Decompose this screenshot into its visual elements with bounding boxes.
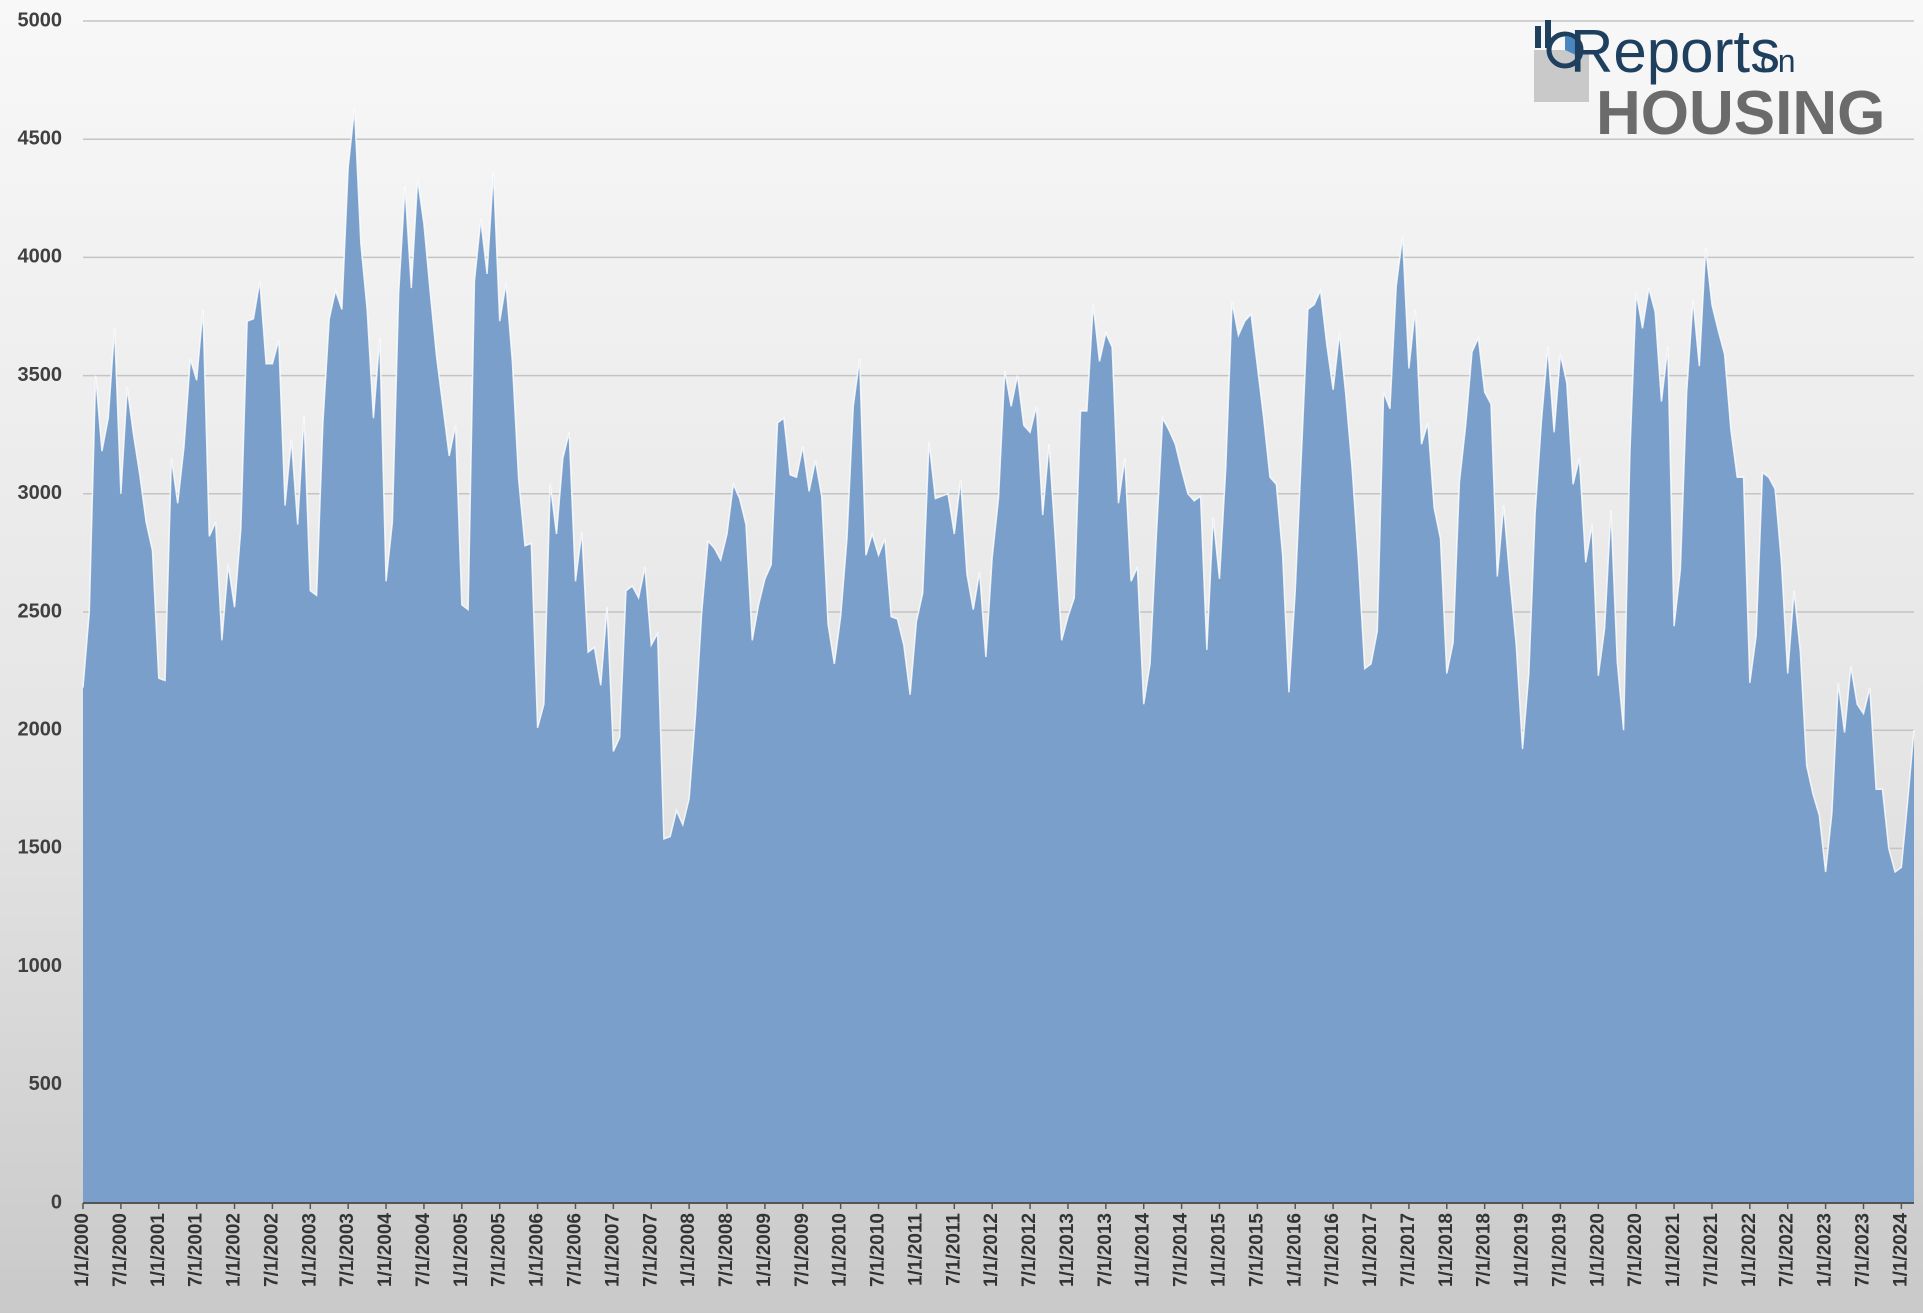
logo-lens [1546, 31, 1584, 69]
logo: Reports on HOUSING [1534, 18, 1885, 148]
area [83, 108, 1914, 1204]
y-tick-label: 1000 [18, 955, 63, 977]
logo-small: on [1760, 43, 1796, 79]
y-tick-label: 500 [29, 1073, 62, 1095]
x-tick-label: 1/1/2012 [981, 1213, 1002, 1287]
x-tick-label: 1/1/2001 [148, 1213, 169, 1287]
x-tick-label: 1/1/2006 [527, 1213, 548, 1287]
y-tick-label: 2000 [18, 718, 63, 740]
x-tick-label: 7/1/2004 [413, 1213, 434, 1287]
x-tick-label: 7/1/2021 [1701, 1213, 1722, 1287]
x-tick-label: 1/1/2010 [830, 1213, 851, 1287]
x-tick-label: 1/1/2003 [299, 1213, 320, 1287]
y-tick-label: 3000 [18, 482, 63, 504]
y-tick-label: 0 [51, 1191, 62, 1213]
x-tick-label: 7/1/2000 [110, 1213, 131, 1287]
x-tick-label: 7/1/2002 [261, 1213, 282, 1287]
x-tick-label: 1/1/2011 [905, 1213, 926, 1286]
x-tick-label: 7/1/2022 [1777, 1213, 1798, 1287]
x-tick-label: 1/1/2004 [375, 1213, 396, 1287]
x-tick-label: 7/1/2008 [716, 1213, 737, 1287]
y-tick-label: 5000 [18, 9, 63, 31]
x-tick-label: 1/1/2005 [451, 1213, 472, 1287]
x-tick-label: 7/1/2020 [1625, 1213, 1646, 1287]
x-tick-label: 1/1/2000 [72, 1213, 93, 1287]
logo-bar [1535, 26, 1541, 48]
y-tick-label: 3500 [18, 364, 63, 386]
x-tick-label: 1/1/2007 [602, 1213, 623, 1287]
x-tick-label: 1/1/2015 [1208, 1213, 1229, 1287]
x-tick-label: 7/1/2014 [1171, 1213, 1192, 1287]
y-tick-label: 2500 [18, 600, 63, 622]
x-tick-label: 1/1/2021 [1663, 1213, 1684, 1287]
x-tick-label: 7/1/2007 [640, 1213, 661, 1287]
x-tick-label: 1/1/2024 [1890, 1213, 1911, 1287]
y-tick-label: 4000 [18, 246, 63, 268]
axes: 0 500 1000 1500 2000 2500 3000 3500 4000 4500 5000… [18, 9, 1914, 1287]
plot [82, 108, 1915, 1204]
x-tick-label: 1/1/2009 [754, 1213, 775, 1287]
x-tick-label: 7/1/2023 [1853, 1213, 1874, 1287]
x-tick-label: 7/1/2011 [943, 1213, 964, 1286]
logo-bar [1545, 20, 1551, 48]
x-tick-label: 7/1/2005 [489, 1213, 510, 1287]
x-tick-label: 7/1/2001 [186, 1213, 207, 1287]
x-tick-label: 1/1/2008 [678, 1213, 699, 1287]
x-tick-label: 7/1/2013 [1095, 1213, 1116, 1287]
x-tick-label: 1/1/2019 [1512, 1213, 1533, 1287]
x-tick-label: 1/1/2022 [1739, 1213, 1760, 1287]
x-tick-label: 7/1/2003 [337, 1213, 358, 1287]
x-tick-label: 7/1/2017 [1398, 1213, 1419, 1287]
logo-word: Reports [1570, 18, 1780, 85]
x-tick-label: 7/1/2010 [868, 1213, 889, 1287]
x-tick-label: 1/1/2020 [1587, 1213, 1608, 1287]
area-edge [82, 108, 1915, 874]
x-tick-label: 1/1/2016 [1284, 1213, 1305, 1287]
x-tick-label: 7/1/2009 [792, 1213, 813, 1287]
x-tick-label: 7/1/2012 [1019, 1213, 1040, 1287]
logo-pie [1565, 35, 1580, 56]
logo-big: HOUSING [1596, 79, 1885, 148]
x-tick-label: 7/1/2018 [1474, 1213, 1495, 1287]
x-tick-label: 1/1/2002 [224, 1213, 245, 1287]
x-tick-label: 7/1/2006 [564, 1213, 585, 1287]
x-tick-label: 7/1/2015 [1246, 1213, 1267, 1287]
x-tick-label: 1/1/2017 [1360, 1213, 1381, 1287]
y-tick-label: 1500 [18, 837, 63, 859]
y-tick-label: 4500 [18, 127, 63, 149]
x-tick-label: 1/1/2018 [1436, 1213, 1457, 1287]
x-tick-label: 1/1/2023 [1815, 1213, 1836, 1287]
x-tick-label: 1/1/2013 [1057, 1213, 1078, 1287]
x-tick-label: 7/1/2019 [1549, 1213, 1570, 1287]
x-tick-label: 1/1/2014 [1133, 1213, 1154, 1287]
x-tick-label: 7/1/2016 [1322, 1213, 1343, 1287]
